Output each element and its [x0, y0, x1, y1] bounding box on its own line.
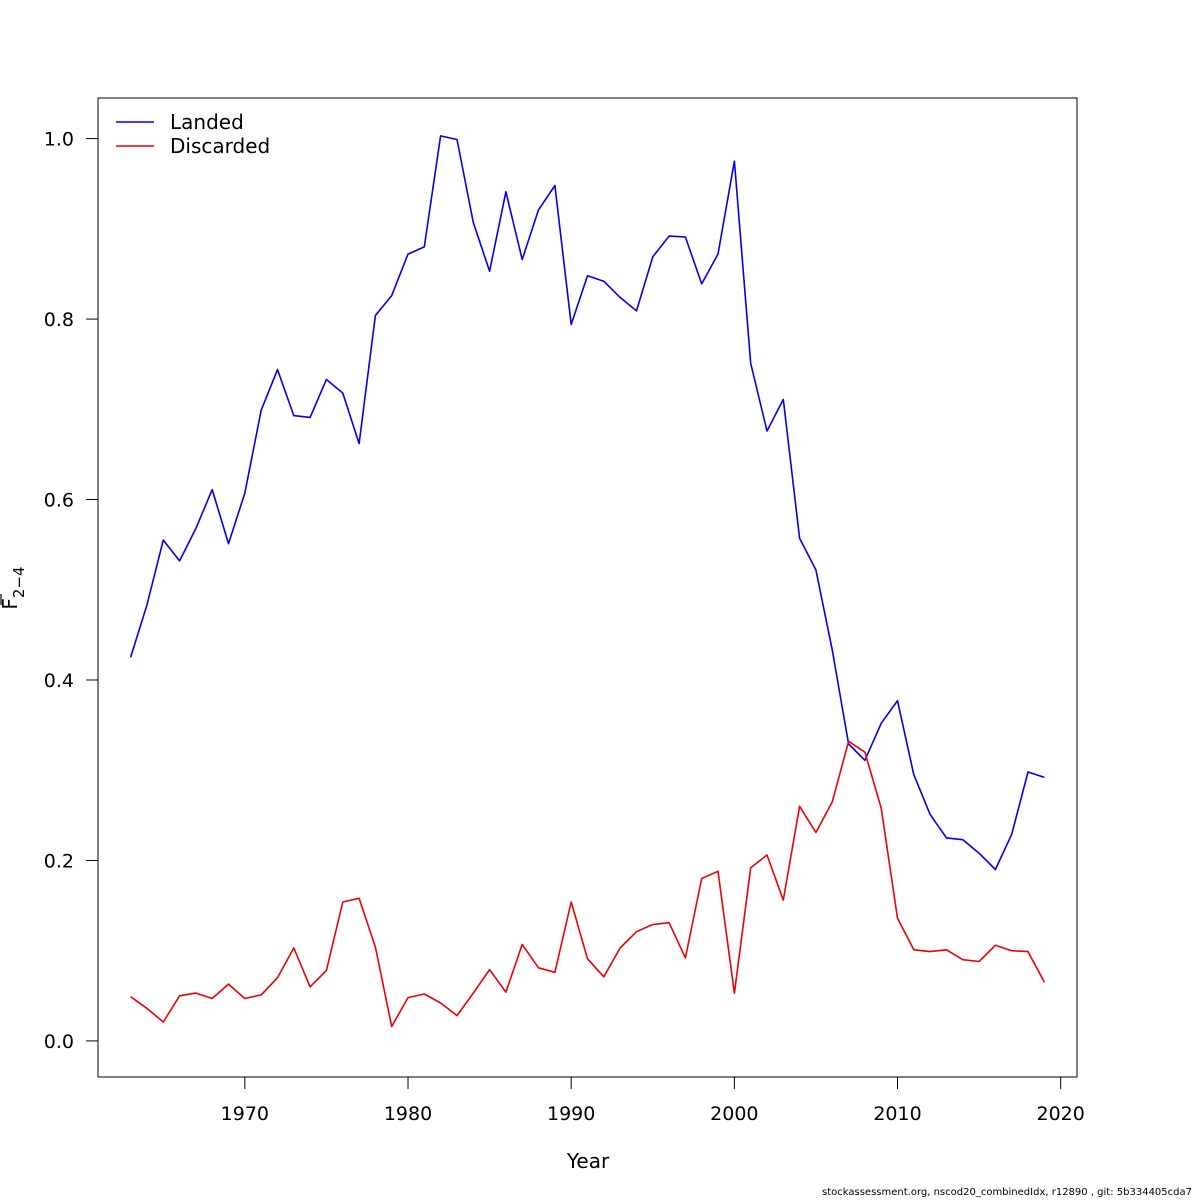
series-line-landed	[129, 135, 1045, 871]
y-tick-label: 0.8	[44, 309, 74, 331]
x-tick-label: 1970	[221, 1103, 269, 1125]
series-line-discarded	[130, 740, 1046, 1028]
plot-frame	[97, 97, 1078, 1078]
legend-label-discarded: Discarded	[170, 134, 270, 158]
x-tick-label: 2020	[1037, 1103, 1085, 1125]
y-axis-title-base: F	[0, 598, 22, 610]
series-layer	[129, 135, 1046, 1028]
y-axis: 0.0 0.2 0.4 0.6 0.8 1.0	[44, 129, 98, 1053]
footer-text: stockassessment.org, nscod20_combinedIdx…	[822, 1187, 1192, 1198]
x-tick-label: 1990	[547, 1103, 595, 1125]
svg-text:F2−4: F2−4	[0, 566, 28, 609]
x-tick-label: 2000	[710, 1103, 758, 1125]
x-tick-label: 2010	[873, 1103, 921, 1125]
y-tick-label: 1.0	[44, 129, 74, 151]
y-axis-title-subscript: 2−4	[10, 566, 28, 598]
x-axis-title: Year	[566, 1149, 610, 1173]
legend-label-landed: Landed	[170, 110, 244, 134]
y-tick-label: 0.2	[44, 850, 74, 872]
y-axis-title: F2−4	[0, 566, 28, 609]
y-tick-label: 0.4	[44, 670, 74, 692]
x-axis: 1970 1980 1990 2000 2010 2020	[221, 1076, 1085, 1125]
x-tick-label: 1980	[384, 1103, 432, 1125]
y-tick-label: 0.0	[44, 1031, 74, 1053]
y-tick-label: 0.6	[44, 490, 74, 512]
